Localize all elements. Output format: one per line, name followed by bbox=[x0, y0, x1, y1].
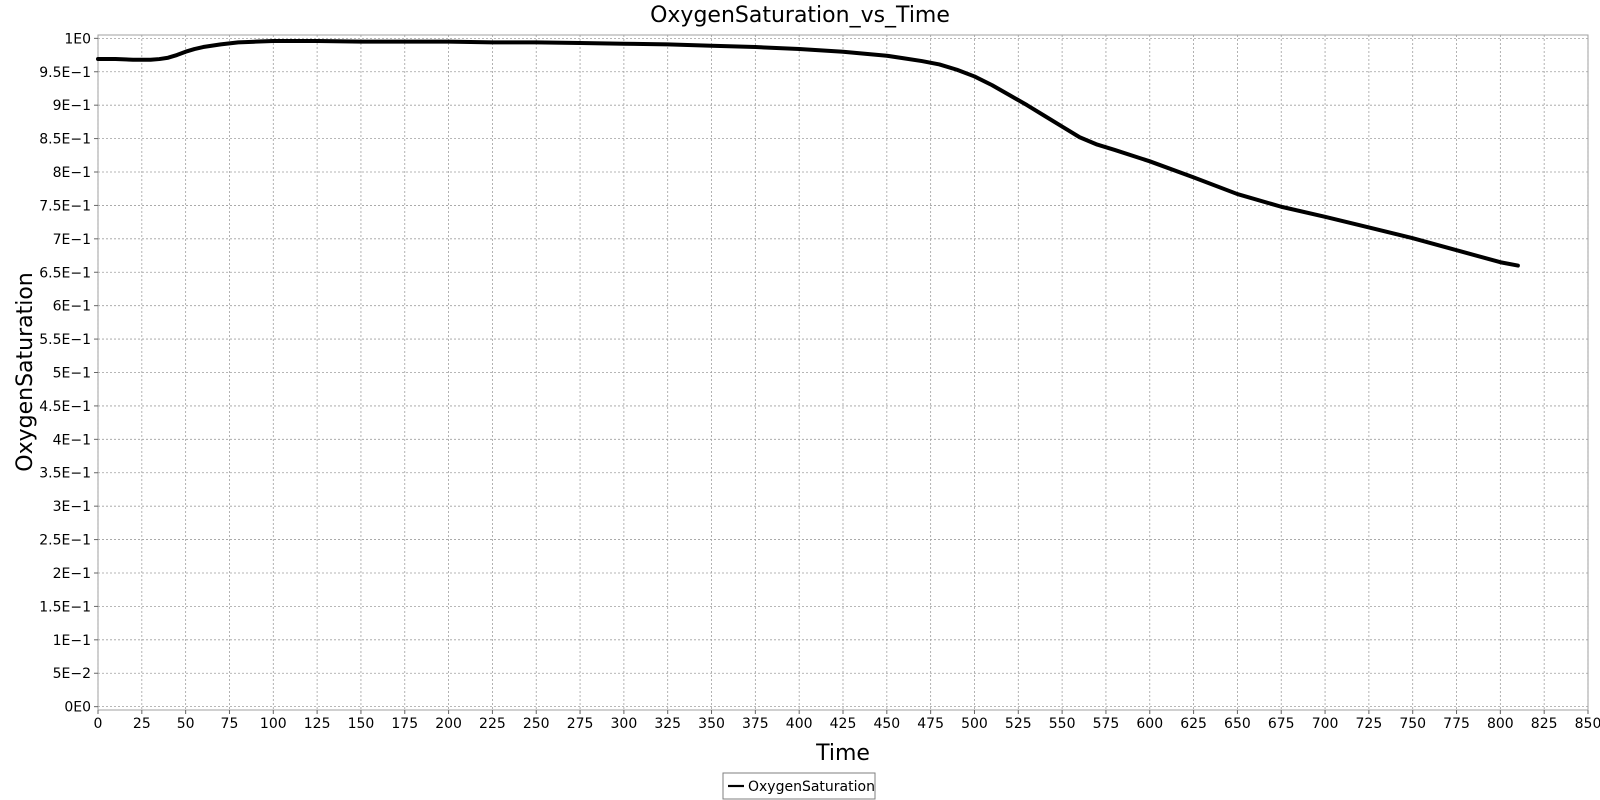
x-tick-label: 675 bbox=[1268, 716, 1295, 732]
y-tick-label: 3.5E−1 bbox=[39, 466, 91, 482]
y-tick-label: 6.5E−1 bbox=[39, 265, 91, 281]
x-tick-label: 575 bbox=[1093, 716, 1120, 732]
x-tick-label: 200 bbox=[435, 716, 462, 732]
x-tick-label: 250 bbox=[523, 716, 550, 732]
x-tick-label: 375 bbox=[742, 716, 769, 732]
x-tick-label: 850 bbox=[1575, 716, 1600, 732]
y-tick-label: 4E−1 bbox=[53, 432, 91, 448]
y-axis-label: OxygenSaturation bbox=[13, 272, 38, 471]
x-tick-label: 50 bbox=[177, 716, 195, 732]
grid-lines bbox=[97, 35, 1589, 710]
y-tick-label: 1E−1 bbox=[53, 633, 91, 649]
x-tick-label: 500 bbox=[961, 716, 988, 732]
x-tick-label: 175 bbox=[391, 716, 418, 732]
y-tick-label: 2E−1 bbox=[53, 566, 91, 582]
x-tick-label: 275 bbox=[567, 716, 594, 732]
x-tick-label: 725 bbox=[1356, 716, 1383, 732]
y-tick-label: 9.5E−1 bbox=[39, 65, 91, 81]
series-layer bbox=[96, 39, 1520, 268]
x-tick-label: 750 bbox=[1399, 716, 1426, 732]
x-tick-label: 550 bbox=[1049, 716, 1076, 732]
x-tick-label: 225 bbox=[479, 716, 506, 732]
x-tick-label: 600 bbox=[1136, 716, 1163, 732]
x-tick-label: 350 bbox=[698, 716, 725, 732]
x-tick-label: 775 bbox=[1443, 716, 1470, 732]
x-tick-label: 25 bbox=[133, 716, 151, 732]
y-tick-label: 0E0 bbox=[64, 700, 91, 716]
x-tick-label: 425 bbox=[830, 716, 857, 732]
x-axis-ticks: 0 25 50 75 100 125 150 175 200 225 250 275 300 325 350… bbox=[94, 710, 1600, 732]
x-tick-label: 525 bbox=[1005, 716, 1032, 732]
y-tick-label: 5E−1 bbox=[53, 366, 91, 382]
y-tick-label: 1.5E−1 bbox=[39, 599, 91, 615]
y-tick-label: 9E−1 bbox=[53, 98, 91, 114]
y-tick-label: 6E−1 bbox=[53, 299, 91, 315]
y-tick-label: 1E0 bbox=[64, 31, 91, 47]
y-tick-label: 5E−2 bbox=[53, 666, 91, 682]
x-tick-label: 325 bbox=[654, 716, 681, 732]
x-axis-label: Time bbox=[815, 741, 870, 766]
y-tick-label: 7E−1 bbox=[53, 232, 91, 248]
legend: OxygenSaturation bbox=[722, 772, 876, 800]
series-line-oxygen-saturation bbox=[96, 39, 1520, 268]
y-tick-label: 2.5E−1 bbox=[39, 533, 91, 549]
legend-label: OxygenSaturation bbox=[748, 779, 875, 795]
x-tick-label: 400 bbox=[786, 716, 813, 732]
x-tick-label: 150 bbox=[348, 716, 375, 732]
y-tick-label: 5.5E−1 bbox=[39, 332, 91, 348]
y-tick-label: 3E−1 bbox=[53, 499, 91, 515]
x-tick-label: 450 bbox=[873, 716, 900, 732]
x-tick-label: 800 bbox=[1487, 716, 1514, 732]
chart-title: OxygenSaturation_vs_Time bbox=[650, 3, 950, 28]
x-tick-label: 650 bbox=[1224, 716, 1251, 732]
x-tick-label: 0 bbox=[94, 716, 103, 732]
y-tick-label: 8.5E−1 bbox=[39, 132, 91, 148]
x-tick-label: 75 bbox=[221, 716, 239, 732]
y-axis-ticks: 0E0 5E−2 1E−1 1.5E−1 2E−1 2.5E−1 3E−1 3.5E−1 4E−… bbox=[39, 31, 98, 716]
x-tick-label: 125 bbox=[304, 716, 331, 732]
y-tick-label: 8E−1 bbox=[53, 165, 91, 181]
x-tick-label: 300 bbox=[611, 716, 638, 732]
y-tick-label: 4.5E−1 bbox=[39, 399, 91, 415]
x-tick-label: 625 bbox=[1180, 716, 1207, 732]
x-tick-label: 475 bbox=[917, 716, 944, 732]
x-tick-label: 100 bbox=[260, 716, 287, 732]
y-tick-label: 7.5E−1 bbox=[39, 198, 91, 214]
legend-box bbox=[722, 772, 876, 800]
x-tick-label: 825 bbox=[1531, 716, 1558, 732]
x-tick-label: 700 bbox=[1312, 716, 1339, 732]
